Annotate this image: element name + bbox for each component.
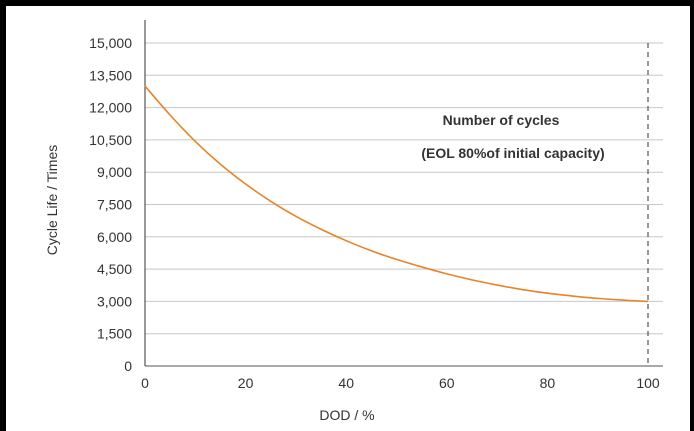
cycle-life-line xyxy=(144,85,649,303)
y-tick-label-4: 6,000 xyxy=(97,229,132,245)
y-tick-label-8: 12,000 xyxy=(89,100,132,116)
x-tick-label-1: 20 xyxy=(238,375,254,391)
x-tick-label-3: 60 xyxy=(439,375,455,391)
x-tick-label-0: 0 xyxy=(141,375,149,391)
annotation-eol-capacity: (EOL 80%of initial capacity) xyxy=(421,145,604,161)
x-axis-title: DOD / % xyxy=(319,407,374,423)
x-tick-label-5: 100 xyxy=(636,375,660,391)
x-tick-label-4: 80 xyxy=(540,375,556,391)
y-tick-label-0: 0 xyxy=(124,358,132,374)
y-tick-label-6: 9,000 xyxy=(97,164,132,180)
y-tick-label-5: 7,500 xyxy=(97,197,132,213)
y-tick-label-3: 4,500 xyxy=(97,261,132,277)
x-tick-labels: 0 20 40 60 80 100 xyxy=(141,375,660,391)
y-tick-labels: 0 1,500 3,000 4,500 6,000 7,500 9,000 10,500 12,… xyxy=(89,35,132,374)
x-tick-label-2: 40 xyxy=(338,375,354,391)
annotation-number-of-cycles: Number of cycles xyxy=(443,112,560,128)
y-axis-title: Cycle Life / Times xyxy=(44,145,60,255)
gridlines xyxy=(145,42,663,367)
y-tick-label-7: 10,500 xyxy=(89,132,132,148)
y-tick-label-1: 1,500 xyxy=(97,326,132,342)
chart-panel xyxy=(6,6,690,431)
y-tick-label-2: 3,000 xyxy=(97,293,132,309)
y-tick-label-10: 15,000 xyxy=(89,35,132,51)
y-tick-label-9: 13,500 xyxy=(89,67,132,83)
